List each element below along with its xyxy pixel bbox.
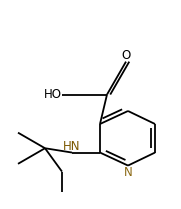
Text: HO: HO xyxy=(44,88,62,101)
Text: HN: HN xyxy=(63,140,81,153)
Text: O: O xyxy=(121,49,131,62)
Text: N: N xyxy=(124,166,132,178)
